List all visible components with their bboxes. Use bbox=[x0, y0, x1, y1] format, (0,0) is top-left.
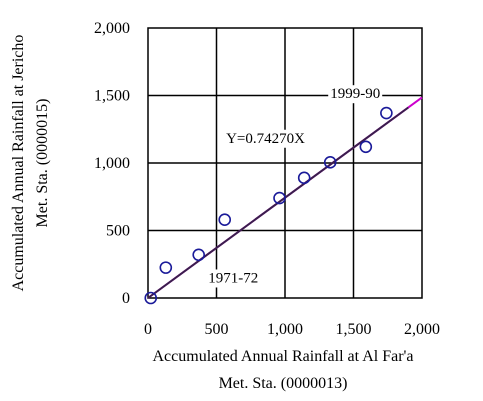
y-tick-label: 1,500 bbox=[94, 88, 130, 105]
annotation-label: 1999-90 bbox=[330, 86, 380, 102]
plot-area-frame bbox=[147, 27, 423, 299]
x-tick-label: 2,000 bbox=[404, 321, 440, 338]
data-point bbox=[218, 213, 232, 226]
data-point bbox=[323, 156, 337, 169]
annotation-background bbox=[328, 85, 383, 104]
data-points bbox=[144, 106, 393, 305]
y-tick-label: 1,000 bbox=[94, 155, 130, 172]
x-tick-label: 1,000 bbox=[267, 321, 303, 338]
annotation-label: 1971-72 bbox=[208, 270, 258, 286]
data-point bbox=[192, 248, 205, 262]
x-tick-labels: 0 500 1,000 1,500 2,000 bbox=[144, 321, 440, 338]
x-axis-title-line-1: Accumulated Annual Rainfall at Al Far'a bbox=[152, 348, 413, 365]
y-tick-label: 0 bbox=[122, 290, 130, 307]
x-tick-label: 1,500 bbox=[336, 321, 372, 338]
grid bbox=[148, 28, 422, 298]
x-axis-title-line-2: Met. Sta. (0000013) bbox=[219, 375, 348, 392]
data-point bbox=[359, 140, 373, 154]
data-point bbox=[273, 191, 286, 205]
y-axis-title-line-2: Met. Sta. (0000015) bbox=[34, 99, 51, 228]
y-tick-label: 500 bbox=[106, 223, 130, 240]
annotations: Y=0.74270X 1999-90 1971-72 bbox=[206, 85, 383, 288]
y-axis-title-line-1: Accumulated Annual Rainfall at Jericho bbox=[10, 35, 27, 292]
data-point bbox=[380, 106, 393, 120]
x-tick-label: 500 bbox=[205, 321, 229, 338]
x-tick-label: 0 bbox=[144, 321, 152, 338]
annotation-background bbox=[224, 129, 308, 148]
annotation-label: Y=0.74270X bbox=[226, 131, 305, 147]
data-point bbox=[144, 291, 158, 305]
y-tick-label: 2,000 bbox=[94, 20, 130, 37]
data-point bbox=[159, 261, 173, 274]
data-point bbox=[297, 171, 311, 185]
annotation-background bbox=[206, 269, 261, 288]
y-tick-labels: 0 500 1,000 1,500 2,000 bbox=[94, 20, 130, 307]
